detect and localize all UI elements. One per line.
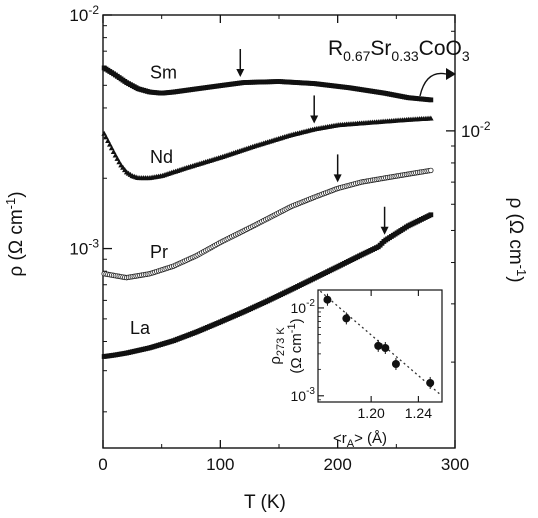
- series-nd: Nd: [101, 95, 434, 181]
- inset-y-label: ρ273 K: [267, 327, 287, 365]
- transition-arrow-head: [310, 115, 319, 124]
- series-layer: Sm Nd Pr La: [101, 48, 434, 359]
- inset-fit-line: [319, 290, 441, 395]
- data-point: [108, 145, 115, 151]
- y-axis-label-left: ρ (Ω cm-1): [3, 191, 27, 276]
- data-point: [105, 138, 111, 144]
- series-pr: Pr: [101, 154, 434, 281]
- transition-arrow-head: [333, 174, 342, 183]
- x-tick-label: 0: [98, 455, 107, 474]
- data-point: [110, 148, 117, 154]
- inset-x-label: <rA> (Å): [333, 430, 387, 450]
- series-la: La: [101, 206, 434, 359]
- series-label: Pr: [150, 242, 168, 262]
- data-point: [428, 97, 434, 103]
- inset-data-point: [391, 360, 400, 369]
- left-y-tick-label: 10-2: [69, 3, 99, 25]
- right-axis-arrow-head: [446, 68, 456, 80]
- inset-data-point: [323, 295, 332, 304]
- data-point: [112, 152, 119, 158]
- series-sm: Sm: [101, 48, 434, 103]
- inset-data-point: [426, 378, 435, 387]
- inset-data-point: [381, 343, 390, 352]
- main-axis-ticks: 0 100 200 300 10-2 10-3 10-2: [69, 3, 491, 474]
- x-tick-label: 200: [323, 455, 351, 474]
- series-label: La: [130, 318, 151, 338]
- inset-y-tick-label: 10-3: [291, 386, 316, 404]
- data-point: [114, 155, 121, 161]
- data-point: [428, 115, 434, 121]
- data-point: [103, 134, 109, 140]
- inset-data-point: [374, 341, 383, 350]
- data-point: [107, 141, 113, 147]
- inset-x-tick-label: 1.20: [358, 405, 385, 421]
- inset-y-label-units: (Ω cm-1): [286, 318, 305, 373]
- inset-y-tick-label: 10-2: [291, 298, 316, 316]
- inset-x-tick-label: 1.24: [405, 405, 432, 421]
- left-y-tick-label: 10-3: [69, 237, 99, 259]
- transition-arrow-head: [380, 226, 389, 235]
- right-axis-arrow: [419, 72, 447, 97]
- data-point: [428, 167, 434, 174]
- chart-title: R0.67Sr0.33CoO3: [328, 37, 470, 64]
- transition-arrow-head: [236, 68, 245, 77]
- data-point: [116, 159, 122, 165]
- x-axis-label: T (K): [244, 492, 286, 513]
- data-point: [428, 212, 434, 218]
- y-axis-label-right: ρ (Ω cm-1): [505, 197, 529, 282]
- x-tick-label: 100: [206, 455, 234, 474]
- series-label: Sm: [150, 63, 177, 83]
- data-point: [101, 130, 107, 136]
- right-y-tick-label: 10-2: [461, 119, 491, 141]
- series-label: Nd: [150, 147, 173, 167]
- inset-data-point: [342, 314, 351, 323]
- x-tick-label: 300: [441, 455, 469, 474]
- inset-layer: 1.20 1.24 10-2 10-3: [291, 290, 441, 421]
